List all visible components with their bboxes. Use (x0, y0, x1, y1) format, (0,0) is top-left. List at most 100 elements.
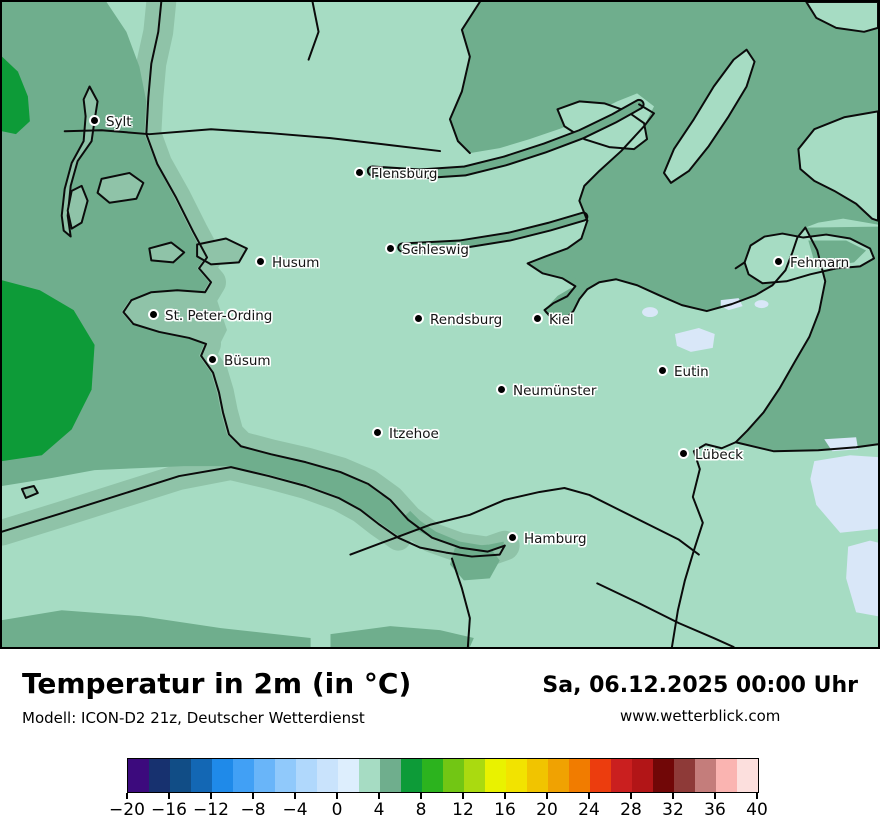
colorbar-segment (275, 759, 296, 792)
denmark-ne-corner (805, 2, 878, 33)
colorbar-tick (294, 793, 296, 799)
colorbar-tick (336, 793, 338, 799)
tidal-flats-mid (330, 626, 474, 647)
colorbar-tick-label: −4 (282, 800, 308, 820)
colorbar-tick (420, 793, 422, 799)
colorbar-segment (149, 759, 170, 792)
colorbar-segment (548, 759, 569, 792)
colorbar-segment (674, 759, 695, 792)
danish-river (307, 2, 320, 61)
colorbar-segment (653, 759, 674, 792)
tidal-flats-left (2, 610, 311, 647)
pellworm-island (148, 241, 186, 264)
colorbar: −20 −16 −12 −8 −4 0 4 8 12 16 20 24 28 32 36 40 (109, 758, 768, 828)
page-title: Temperatur in 2m (in °C) (22, 667, 412, 700)
colorbar-tick-label: 40 (746, 800, 768, 820)
colorbar-segment (443, 759, 464, 792)
colorbar-tick (462, 793, 464, 799)
colorbar-segment (569, 759, 590, 792)
north-sea (2, 2, 416, 536)
colorbar-tick-label: −12 (193, 800, 229, 820)
colorbar-segment (128, 759, 149, 792)
colorbar-segment (380, 759, 401, 792)
colorbar-tick (126, 793, 128, 799)
weather-map: Sylt Flensburg Schleswig Husum St. Peter-Ord… (0, 0, 880, 649)
colorbar-segment (737, 759, 758, 792)
colorbar-tick (588, 793, 590, 799)
colorbar-segment (191, 759, 212, 792)
cold-patch-east-3 (846, 540, 878, 617)
colorbar-tick-label: 24 (578, 800, 600, 820)
colorbar-tick (378, 793, 380, 799)
colorbar-tick (546, 793, 548, 799)
colorbar-segment (296, 759, 317, 792)
ploener-see (674, 327, 715, 352)
colorbar-tick-label: 16 (494, 800, 516, 820)
nordstrand-island (196, 237, 248, 266)
colorbar-tick-label: 20 (536, 800, 558, 820)
danish-island-east (797, 110, 878, 222)
cold-patch-east-2 (810, 455, 878, 533)
colorbar-tick (210, 793, 212, 799)
bay-south-shore (734, 441, 878, 453)
colorbar-tick-label: −8 (240, 800, 266, 820)
colorbar-segment (485, 759, 506, 792)
colorbar-tick (168, 793, 170, 799)
colorbar-tick (672, 793, 674, 799)
southeast-border (596, 582, 735, 647)
elbe-south-bank (2, 466, 506, 558)
datetime-block: Sa, 06.12.2025 00:00 Uhr www.wetterblick… (542, 673, 858, 725)
warm-water-patch-south (2, 280, 95, 462)
warm-water-patch-north (2, 56, 30, 135)
east-coast-trave-border (670, 226, 827, 647)
colorbar-segments (127, 758, 759, 793)
danish-east-coast (448, 2, 481, 155)
colorbar-tick-label: −16 (151, 800, 187, 820)
baltic-coast-north (578, 103, 656, 222)
colorbar-segment (590, 759, 611, 792)
colorbar-tick-label: −20 (109, 800, 145, 820)
colorbar-segment (611, 759, 632, 792)
colorbar-tick-label: 12 (452, 800, 474, 820)
baltic-coast-kiel (526, 219, 807, 323)
colorbar-tick (504, 793, 506, 799)
colorbar-segment (422, 759, 443, 792)
colorbar-tick-label: 0 (331, 800, 343, 820)
west-coastline (122, 2, 506, 553)
info-row: Temperatur in 2m (in °C) Modell: ICON-D2… (0, 649, 880, 745)
trischen-island (20, 485, 39, 499)
lake-small-west (642, 307, 659, 318)
danish-border (63, 128, 441, 153)
model-info: Modell: ICON-D2 21z, Deutscher Wetterdie… (22, 709, 365, 727)
colorbar-tick-label: 32 (662, 800, 684, 820)
lake-small-east (754, 300, 769, 309)
colorbar-segment (632, 759, 653, 792)
colorbar-tick-label: 8 (415, 800, 427, 820)
flensburg-fjord-water (368, 100, 643, 178)
foehr-island (96, 171, 145, 204)
colorbar-segment (506, 759, 527, 792)
datetime: Sa, 06.12.2025 00:00 Uhr (542, 673, 858, 698)
colorbar-segment (401, 759, 422, 792)
colorbar-segment (212, 759, 233, 792)
colorbar-segment (317, 759, 338, 792)
schlei-water (399, 213, 587, 251)
fehmarn-causeway (734, 261, 746, 270)
colorbar-tick-label: 28 (620, 800, 642, 820)
luebeck-bay (735, 226, 878, 452)
colorbar-segment (338, 759, 359, 792)
fehmarn-cool-half (808, 240, 867, 269)
langeland-island (662, 48, 756, 184)
eckernfoerde-bay-water (536, 261, 577, 284)
hamburg-north-border (349, 486, 700, 556)
colorbar-tick-label: 4 (373, 800, 385, 820)
colorbar-tick (714, 793, 716, 799)
colorbar-segment (359, 759, 380, 792)
colorbar-segment (170, 759, 191, 792)
colorbar-segment (527, 759, 548, 792)
map-svg (2, 2, 878, 647)
colorbar-segment (695, 759, 716, 792)
colorbar-segment (716, 759, 737, 792)
colorbar-tick-label: 36 (704, 800, 726, 820)
colorbar-segment (254, 759, 275, 792)
